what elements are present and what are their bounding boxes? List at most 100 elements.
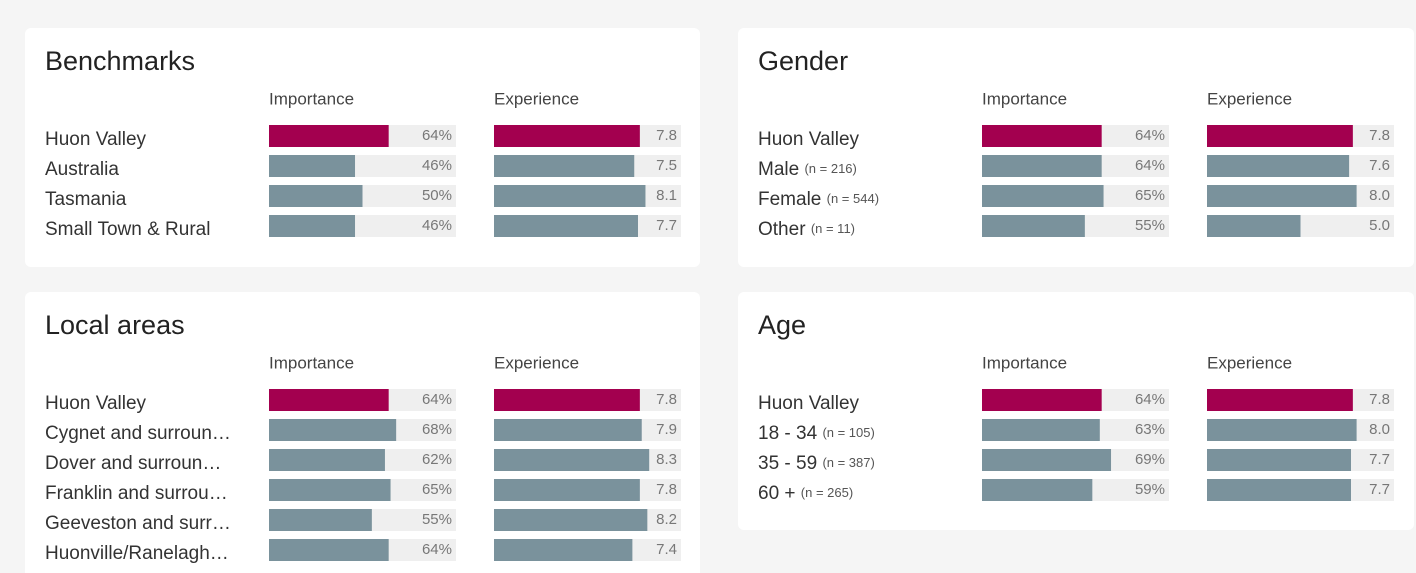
- category-note: (n = 265): [801, 485, 853, 500]
- category-name: Dover and surroun…: [45, 453, 221, 474]
- bar: [494, 419, 642, 441]
- panel-title: Gender: [758, 46, 848, 76]
- column-header: Importance: [982, 89, 1067, 108]
- value-label: 69%: [1135, 451, 1165, 468]
- bar: [269, 419, 397, 441]
- category-note: (n = 544): [827, 191, 879, 206]
- bar: [494, 509, 648, 531]
- bar: [982, 389, 1102, 411]
- bar: [982, 155, 1102, 177]
- bar: [494, 539, 633, 561]
- value-label: 7.7: [1369, 481, 1390, 498]
- category-name: Cygnet and surroun…: [45, 423, 231, 444]
- bar: [1207, 185, 1357, 207]
- value-label: 64%: [422, 541, 452, 558]
- category-label: 60 + (n = 265): [758, 483, 853, 504]
- bar: [1207, 479, 1351, 501]
- value-label: 64%: [1135, 127, 1165, 144]
- value-label: 7.8: [1369, 391, 1390, 408]
- category-name: 60 +: [758, 483, 796, 504]
- category-name: Other: [758, 219, 806, 240]
- value-label: 8.0: [1369, 187, 1390, 204]
- category-label: Huon Valley: [45, 393, 147, 414]
- bar: [982, 215, 1085, 237]
- category-label: Huon Valley: [45, 129, 147, 150]
- category-name: Male: [758, 159, 799, 180]
- value-label: 64%: [422, 391, 452, 408]
- category-label: Small Town & Rural: [45, 219, 210, 240]
- value-label: 59%: [1135, 481, 1165, 498]
- category-name: Huon Valley: [45, 393, 147, 414]
- category-name: Female: [758, 189, 821, 210]
- bar: [269, 449, 385, 471]
- category-label: 18 - 34 (n = 105): [758, 423, 875, 444]
- value-label: 64%: [1135, 157, 1165, 174]
- bar: [494, 185, 646, 207]
- bar: [1207, 449, 1351, 471]
- category-label: Australia: [45, 159, 119, 180]
- bar: [982, 419, 1100, 441]
- value-label: 7.5: [656, 157, 677, 174]
- column-header: Importance: [269, 89, 354, 108]
- value-label: 63%: [1135, 421, 1165, 438]
- value-label: 5.0: [1369, 217, 1390, 234]
- value-label: 7.7: [1369, 451, 1390, 468]
- category-label: Huonville/Ranelagh…: [45, 543, 229, 564]
- value-label: 7.6: [1369, 157, 1390, 174]
- bar: [982, 185, 1104, 207]
- value-label: 7.8: [1369, 127, 1390, 144]
- bar: [982, 479, 1093, 501]
- category-name: Huonville/Ranelagh…: [45, 543, 229, 564]
- value-label: 7.7: [656, 217, 677, 234]
- category-name: Huon Valley: [758, 129, 860, 150]
- bar: [269, 509, 372, 531]
- bar: [494, 479, 640, 501]
- category-name: Huon Valley: [758, 393, 860, 414]
- category-name: Geeveston and surr…: [45, 513, 231, 534]
- category-label: Male (n = 216): [758, 159, 857, 180]
- column-header: Experience: [1207, 353, 1292, 372]
- category-name: Tasmania: [45, 189, 127, 210]
- bar: [1207, 419, 1357, 441]
- bar: [1207, 389, 1353, 411]
- category-label: 35 - 59 (n = 387): [758, 453, 875, 474]
- bar: [494, 449, 650, 471]
- category-note: (n = 216): [804, 161, 856, 176]
- card: [25, 28, 700, 267]
- value-label: 7.8: [656, 391, 677, 408]
- category-label: Huon Valley: [758, 129, 860, 150]
- bar: [982, 449, 1112, 471]
- category-label: Cygnet and surroun…: [45, 423, 231, 444]
- column-header: Experience: [494, 353, 579, 372]
- column-header: Importance: [269, 353, 354, 372]
- bar: [269, 185, 363, 207]
- value-label: 46%: [422, 217, 452, 234]
- bar: [269, 389, 389, 411]
- category-name: Huon Valley: [45, 129, 147, 150]
- bar: [494, 389, 640, 411]
- bar: [269, 125, 389, 147]
- category-name: Franklin and surrou…: [45, 483, 228, 504]
- category-name: Australia: [45, 159, 119, 180]
- bar: [269, 539, 389, 561]
- category-name: 35 - 59: [758, 453, 817, 474]
- value-label: 7.9: [656, 421, 677, 438]
- bar: [269, 155, 356, 177]
- category-label: Other (n = 11): [758, 219, 855, 240]
- value-label: 68%: [422, 421, 452, 438]
- value-label: 64%: [422, 127, 452, 144]
- category-note: (n = 387): [822, 455, 874, 470]
- bar: [1207, 155, 1350, 177]
- value-label: 8.2: [656, 511, 677, 528]
- bar: [269, 215, 356, 237]
- bar: [494, 155, 635, 177]
- value-label: 55%: [1135, 217, 1165, 234]
- category-label: Female (n = 544): [758, 189, 879, 210]
- panel-title: Age: [758, 310, 806, 340]
- value-label: 8.1: [656, 187, 677, 204]
- value-label: 46%: [422, 157, 452, 174]
- value-label: 7.4: [656, 541, 677, 558]
- bar: [494, 125, 640, 147]
- bar: [1207, 125, 1353, 147]
- category-label: Geeveston and surr…: [45, 513, 231, 534]
